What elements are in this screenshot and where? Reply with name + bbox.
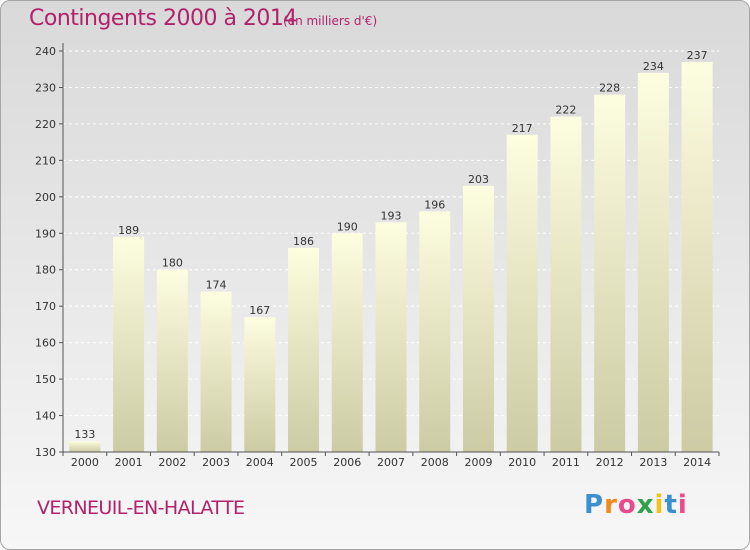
chart-title: Contingents 2000 à 2014 [29, 6, 297, 31]
bar [331, 233, 363, 452]
bar [244, 317, 276, 452]
bars-layer [69, 61, 713, 453]
x-tick-label: 2007 [377, 456, 405, 469]
y-tick-label: 210 [35, 154, 56, 167]
y-tick-label: 140 [35, 410, 56, 423]
data-label: 174 [206, 279, 227, 292]
y-tick-label: 170 [35, 300, 56, 313]
y-tick-label: 180 [35, 264, 56, 277]
proxiti-logo: Proxiti [584, 490, 688, 520]
data-label: 203 [468, 173, 489, 186]
logo-letter: t [664, 490, 678, 520]
x-tick-label: 2003 [202, 456, 230, 469]
bar [419, 211, 451, 452]
bar [550, 116, 582, 453]
x-tick-label: 2008 [421, 456, 449, 469]
data-label: 196 [424, 198, 445, 211]
logo-letter: o [617, 490, 637, 520]
logo-letter: P [584, 490, 605, 520]
commune-name: VERNEUIL-EN-HALATTE [37, 497, 245, 519]
y-tick-label: 130 [35, 446, 56, 459]
bar [288, 247, 320, 452]
axis-layer [59, 43, 720, 456]
y-tick-label: 150 [35, 373, 56, 386]
logo-letter: r [604, 490, 618, 520]
x-tick-label: 2010 [508, 456, 536, 469]
y-tick-label: 220 [35, 118, 56, 131]
chart-subtitle: (en milliers d'€) [283, 14, 378, 28]
data-label: 186 [293, 235, 314, 248]
y-tick-label: 160 [35, 337, 56, 350]
bar [69, 441, 101, 452]
x-tick-label: 2012 [596, 456, 624, 469]
data-label: 222 [555, 104, 576, 117]
data-label: 180 [162, 257, 183, 270]
data-label: 234 [643, 60, 664, 73]
data-label: 228 [599, 82, 620, 95]
bar [375, 222, 407, 452]
x-tick-label: 2005 [290, 456, 318, 469]
data-label: 217 [512, 122, 533, 135]
data-label: 190 [337, 220, 358, 233]
x-tick-label: 2004 [246, 456, 274, 469]
x-tick-label: 2009 [464, 456, 492, 469]
data-label: 237 [687, 49, 708, 62]
data-label: 167 [249, 304, 270, 317]
x-tick-label: 2014 [683, 456, 711, 469]
bar [637, 72, 669, 452]
bar [200, 291, 232, 452]
x-tick-label: 2006 [333, 456, 361, 469]
x-tick-label: 2013 [639, 456, 667, 469]
x-tick-label: 2011 [552, 456, 580, 469]
bar [113, 236, 145, 452]
logo-letter: x [636, 490, 655, 520]
logo-letter: i [654, 490, 665, 520]
data-label: 189 [118, 224, 139, 237]
logo-letter: i [677, 490, 688, 520]
labels-layer: 130 140 150 160 170 180 190 200 210 220 230 240 133 2… [35, 45, 711, 469]
bar [681, 61, 713, 452]
bar [506, 134, 538, 452]
y-tick-label: 200 [35, 191, 56, 204]
y-tick-label: 230 [35, 81, 56, 94]
x-tick-label: 2001 [115, 456, 143, 469]
bar [462, 185, 494, 452]
bar [156, 269, 188, 452]
y-tick-label: 190 [35, 227, 56, 240]
x-tick-label: 2000 [71, 456, 99, 469]
x-tick-label: 2002 [158, 456, 186, 469]
data-label: 193 [381, 209, 402, 222]
y-tick-label: 240 [35, 45, 56, 58]
data-label: 133 [74, 428, 95, 441]
bar [594, 94, 626, 452]
